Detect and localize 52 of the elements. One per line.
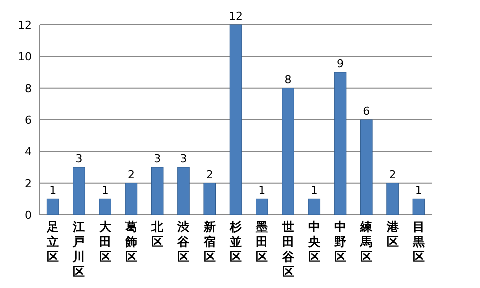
data-label: 2 <box>389 168 396 182</box>
x-tick-label: 渋谷区 <box>176 220 191 264</box>
x-tick-label: 足立区 <box>46 220 60 264</box>
y-tick-label: 12 <box>18 19 32 32</box>
data-label: 8 <box>284 73 292 86</box>
bar <box>73 167 86 216</box>
bar <box>412 198 426 216</box>
data-label: 2 <box>206 168 214 182</box>
y-tick-label: 2 <box>25 177 32 190</box>
data-label: 1 <box>415 184 422 198</box>
data-label: 6 <box>363 105 370 118</box>
data-label: 3 <box>76 152 83 166</box>
bar <box>99 198 112 216</box>
bar <box>204 183 216 216</box>
x-tick-label: 北区 <box>150 220 165 249</box>
bar <box>256 198 268 216</box>
x-tick-label: 世田谷区 <box>281 220 296 279</box>
data-label: 9 <box>337 58 344 70</box>
x-tick-label: 練馬区 <box>360 220 374 264</box>
x-tick-label: 新宿区 <box>202 220 216 264</box>
x-tick-label: 目黒区 <box>412 220 426 264</box>
data-label: 3 <box>180 152 188 166</box>
y-tick-label: 0 <box>25 209 32 222</box>
bar <box>46 198 60 216</box>
data-label: 12 <box>229 10 243 23</box>
bar <box>151 167 164 216</box>
bar <box>125 183 138 216</box>
bar <box>386 183 399 216</box>
bar <box>230 24 242 216</box>
y-tick-label: 6 <box>25 114 32 127</box>
x-tick-label: 葛飾区 <box>124 220 138 264</box>
data-label: 1 <box>50 184 57 198</box>
x-tick-label: 墨田区 <box>255 220 268 264</box>
x-tick-label: 中野区 <box>334 220 347 264</box>
y-tick-label: 10 <box>18 50 32 64</box>
data-label: 2 <box>128 168 135 182</box>
x-tick-label: 中央区 <box>308 220 322 264</box>
data-label: 1 <box>102 184 109 198</box>
bar <box>282 88 294 216</box>
bar <box>334 72 347 216</box>
x-tick-label: 大田区 <box>99 220 112 264</box>
bar <box>178 167 190 216</box>
bar <box>360 120 373 216</box>
data-label: 3 <box>154 152 162 166</box>
data-label: 1 <box>310 184 318 198</box>
x-tick-label: 江戸川区 <box>72 220 86 279</box>
y-tick-label: 8 <box>25 82 32 96</box>
x-tick-label: 港区 <box>386 220 400 249</box>
x-tick-label: 杉並区 <box>229 220 243 264</box>
bar <box>308 198 321 216</box>
y-tick-label: 4 <box>25 146 32 159</box>
data-label: 1 <box>258 184 266 198</box>
